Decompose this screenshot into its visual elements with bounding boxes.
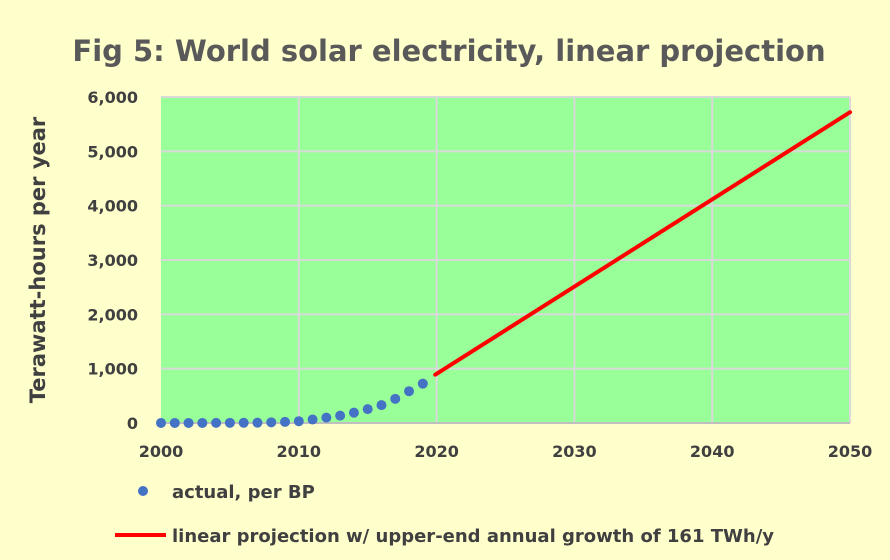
y-tick-label: 1,000 xyxy=(87,360,138,379)
y-axis-label: Terawatt-hours per year xyxy=(26,116,50,403)
data-point xyxy=(211,417,222,428)
data-point xyxy=(293,416,304,427)
y-tick-label: 4,000 xyxy=(87,197,138,216)
data-point xyxy=(280,416,291,427)
series-actual xyxy=(156,378,428,428)
y-tick-label: 5,000 xyxy=(87,142,138,161)
chart-title: Fig 5: World solar electricity, linear p… xyxy=(72,34,825,68)
y-tick-label: 3,000 xyxy=(87,251,138,270)
projection-line xyxy=(433,110,852,377)
data-point xyxy=(266,417,277,428)
data-point xyxy=(376,400,387,411)
data-point xyxy=(169,417,180,428)
data-point xyxy=(197,417,208,428)
data-point xyxy=(390,393,401,404)
data-point xyxy=(183,417,194,428)
y-tick-label: 2,000 xyxy=(87,305,138,324)
data-point xyxy=(335,410,346,421)
x-tick-label: 2050 xyxy=(828,442,873,461)
data-point xyxy=(252,417,263,428)
data-point xyxy=(417,378,428,389)
data-point xyxy=(238,417,249,428)
y-axis: 0 1,000 2,000 3,000 4,000 5,000 6,000 xyxy=(87,88,138,433)
data-point xyxy=(404,386,415,397)
series-projection xyxy=(433,110,852,377)
legend-marker-actual xyxy=(138,486,148,496)
data-point xyxy=(362,404,373,415)
x-tick-label: 2010 xyxy=(277,442,322,461)
y-tick-label: 6,000 xyxy=(87,88,138,107)
y-tick-label: 0 xyxy=(127,414,138,433)
x-tick-label: 2030 xyxy=(552,442,597,461)
x-axis: 2000 2010 2020 2030 2040 2050 xyxy=(139,442,873,461)
x-tick-label: 2000 xyxy=(139,442,184,461)
legend-label-actual: actual, per BP xyxy=(172,482,315,503)
data-point xyxy=(224,417,235,428)
data-point xyxy=(348,407,359,418)
legend: actual, per BP linear projection w/ uppe… xyxy=(115,482,774,547)
data-point xyxy=(156,417,166,428)
grid xyxy=(161,96,851,424)
x-tick-label: 2020 xyxy=(414,442,459,461)
x-tick-label: 2040 xyxy=(690,442,735,461)
data-point xyxy=(307,414,318,425)
legend-label-projection: linear projection w/ upper-end annual gr… xyxy=(172,526,774,547)
data-point xyxy=(321,412,332,423)
